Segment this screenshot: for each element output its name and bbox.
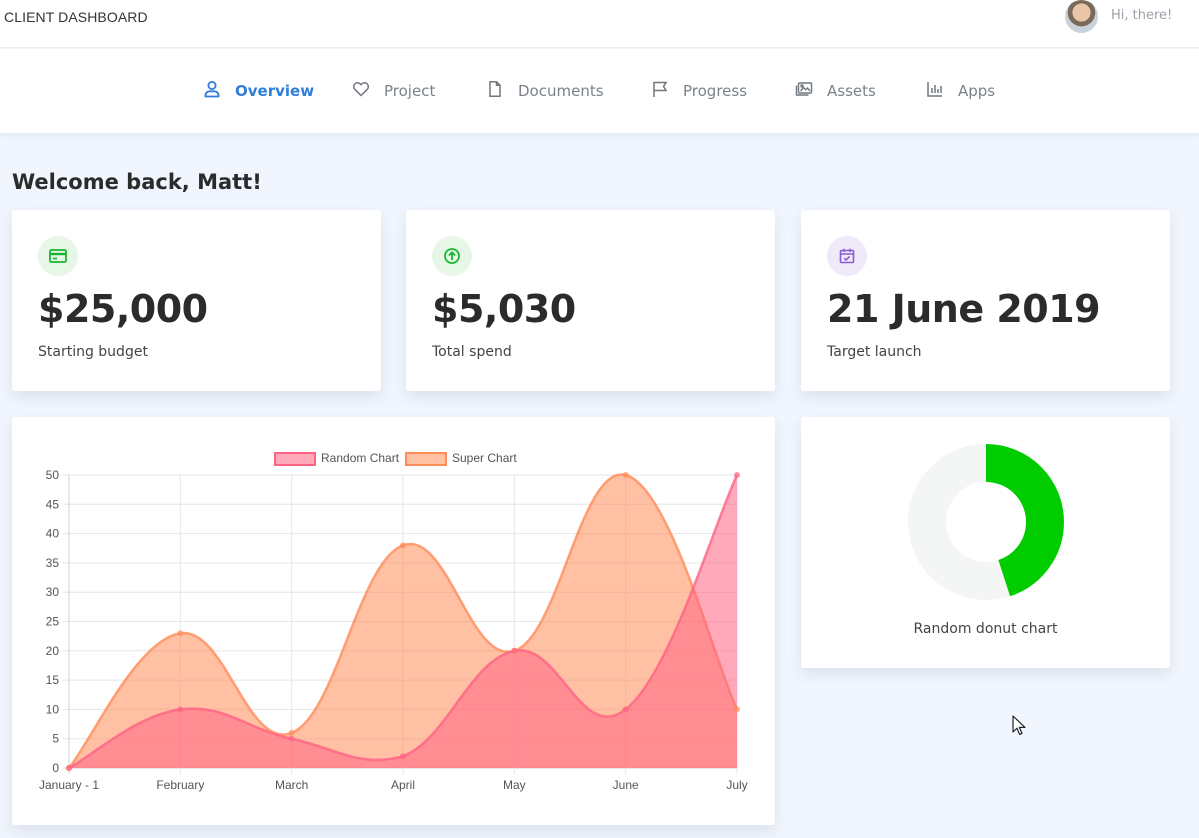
x-tick-label: March: [275, 778, 308, 792]
tab-apps[interactable]: Apps: [926, 80, 995, 102]
point-super-chart[interactable]: [734, 706, 740, 713]
page-title: Welcome back, Matt!: [12, 170, 262, 194]
donut-chart-title: Random donut chart: [913, 621, 1058, 637]
donut-chart: [908, 444, 1064, 600]
point-super-chart[interactable]: [177, 630, 184, 637]
x-tick-label: January - 1: [39, 778, 99, 792]
point-random-chart[interactable]: [734, 472, 740, 478]
y-tick-label: 30: [46, 585, 60, 599]
legend-swatch-super-chart[interactable]: [405, 452, 447, 466]
y-tick-label: 20: [46, 644, 60, 658]
y-tick-label: 50: [46, 468, 60, 482]
stat-value: $5,030: [432, 287, 576, 331]
y-tick-label: 25: [46, 615, 60, 629]
mouse-cursor-icon: [1012, 715, 1026, 735]
point-super-chart[interactable]: [288, 729, 295, 736]
x-tick-label: May: [503, 778, 526, 792]
point-super-chart[interactable]: [400, 542, 406, 549]
tab-label: Assets: [827, 82, 876, 100]
y-tick-label: 35: [46, 556, 60, 570]
stat-card-launch: 21 June 2019 Target launch: [801, 210, 1170, 391]
point-random-chart[interactable]: [66, 765, 72, 771]
user-icon: [203, 80, 221, 102]
document-icon: [486, 80, 504, 102]
heart-icon: [352, 80, 370, 102]
stat-label: Starting budget: [38, 344, 148, 360]
y-tick-label: 15: [46, 673, 60, 687]
top-bar: CLIENT DASHBOARD Hi, there!: [0, 0, 1199, 48]
donut-chart-card: Random donut chart: [801, 417, 1170, 668]
stat-value: 21 June 2019: [827, 287, 1101, 331]
line-random-chart: [68, 474, 739, 770]
point-random-chart[interactable]: [177, 706, 184, 713]
legend-label-super-chart[interactable]: Super Chart: [452, 451, 517, 465]
tab-label: Overview: [235, 82, 315, 100]
tab-overview[interactable]: Overview: [203, 80, 314, 102]
x-tick-label: July: [726, 778, 747, 792]
y-tick-label: 0: [52, 761, 59, 775]
credit-card-icon: [38, 236, 78, 276]
tab-documents[interactable]: Documents: [486, 80, 604, 102]
stat-value: $25,000: [38, 287, 208, 331]
y-tick-label: 10: [46, 702, 60, 716]
tab-label: Apps: [958, 82, 996, 100]
point-random-chart[interactable]: [511, 647, 518, 654]
tab-assets[interactable]: Assets: [795, 80, 876, 102]
stat-card-budget: $25,000 Starting budget: [12, 210, 381, 391]
calendar-check-icon: [827, 236, 867, 276]
main-nav: Overview Project Documents Progress Asse…: [0, 49, 1199, 133]
x-tick-label: April: [391, 778, 415, 792]
point-random-chart[interactable]: [622, 706, 629, 713]
tab-project[interactable]: Project: [352, 80, 435, 102]
point-random-chart[interactable]: [288, 735, 295, 742]
point-super-chart[interactable]: [622, 472, 629, 478]
legend-swatch-random-chart[interactable]: [274, 452, 316, 466]
y-tick-label: 45: [46, 497, 60, 511]
stat-card-spend: $5,030 Total spend: [406, 210, 775, 391]
bar-chart-icon: [926, 80, 944, 102]
donut-slice[interactable]: [908, 444, 1064, 600]
area-chart: 0 5 10 15 20 25 30 35 40 45 50 January - 1 February…: [39, 451, 748, 792]
y-tick-label: 5: [52, 732, 59, 746]
tab-label: Documents: [518, 82, 604, 100]
avatar[interactable]: [1065, 0, 1098, 33]
point-random-chart[interactable]: [400, 753, 406, 760]
stat-label: Total spend: [432, 344, 512, 360]
arrow-up-circle-icon: [432, 236, 472, 276]
tab-label: Progress: [683, 82, 748, 100]
tab-label: Project: [384, 82, 436, 100]
x-tick-label: June: [613, 778, 639, 792]
legend-label-random-chart[interactable]: Random Chart: [321, 451, 400, 465]
brand-title[interactable]: CLIENT DASHBOARD: [4, 9, 148, 25]
y-tick-label: 40: [46, 527, 60, 541]
flag-icon: [651, 80, 669, 102]
stat-label: Target launch: [827, 344, 922, 360]
area-chart-card: 0 5 10 15 20 25 30 35 40 45 50 January - 1 February…: [12, 417, 775, 825]
area-random-chart[interactable]: [69, 475, 737, 768]
tab-progress[interactable]: Progress: [651, 80, 747, 102]
images-icon: [795, 80, 813, 102]
user-greeting[interactable]: Hi, there!: [1111, 8, 1173, 23]
x-tick-label: February: [156, 778, 204, 792]
